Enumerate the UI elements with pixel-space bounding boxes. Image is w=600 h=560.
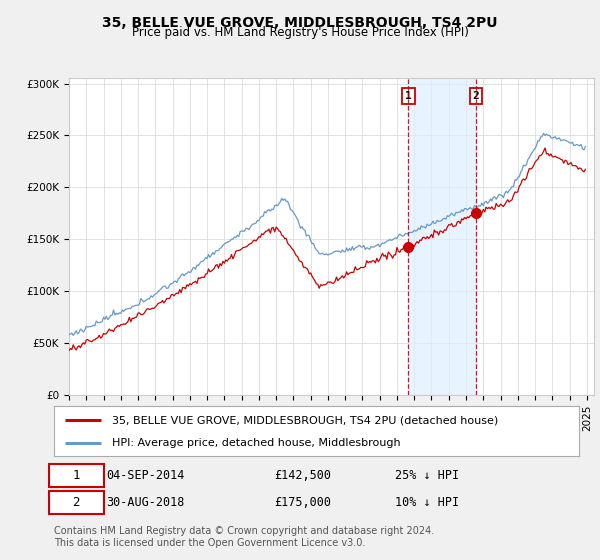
Text: 1: 1 (405, 91, 412, 101)
Text: Contains HM Land Registry data © Crown copyright and database right 2024.
This d: Contains HM Land Registry data © Crown c… (54, 526, 434, 548)
Text: 35, BELLE VUE GROVE, MIDDLESBROUGH, TS4 2PU: 35, BELLE VUE GROVE, MIDDLESBROUGH, TS4 … (102, 16, 498, 30)
Text: Price paid vs. HM Land Registry's House Price Index (HPI): Price paid vs. HM Land Registry's House … (131, 26, 469, 39)
Text: 10% ↓ HPI: 10% ↓ HPI (395, 496, 460, 508)
Text: £175,000: £175,000 (275, 496, 331, 508)
Text: 2: 2 (73, 496, 80, 508)
FancyBboxPatch shape (49, 464, 104, 487)
Text: HPI: Average price, detached house, Middlesbrough: HPI: Average price, detached house, Midd… (112, 438, 400, 449)
Text: 30-AUG-2018: 30-AUG-2018 (107, 496, 185, 508)
Text: £142,500: £142,500 (275, 469, 331, 482)
Text: 1: 1 (73, 469, 80, 482)
Text: 04-SEP-2014: 04-SEP-2014 (107, 469, 185, 482)
Bar (409, 78, 476, 395)
FancyBboxPatch shape (49, 491, 104, 514)
Text: 2: 2 (473, 91, 479, 101)
Text: 35, BELLE VUE GROVE, MIDDLESBROUGH, TS4 2PU (detached house): 35, BELLE VUE GROVE, MIDDLESBROUGH, TS4 … (112, 415, 498, 425)
Text: 25% ↓ HPI: 25% ↓ HPI (395, 469, 460, 482)
